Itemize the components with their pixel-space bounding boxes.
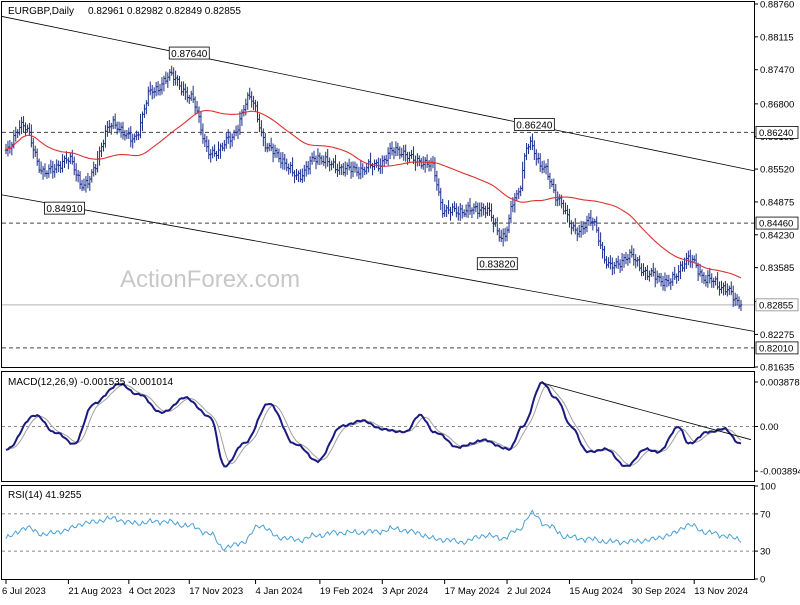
x-tick-label: 15 Aug 2024 [569, 586, 622, 597]
y-tick-label: 70 [760, 509, 771, 520]
swing-label-box [168, 46, 210, 60]
price-bar [739, 299, 743, 311]
x-tick-label: 4 Jan 2024 [256, 586, 303, 597]
y-tick-label: -0.003894 [760, 467, 800, 478]
rsi-line [5, 509, 742, 552]
level-tag-label: 0.86240 [759, 128, 793, 139]
level-tag-label: 0.82855 [759, 300, 793, 311]
swing-label-box [44, 201, 85, 215]
y-tick-label: 0.003878 [760, 378, 800, 389]
y-tick-label: 0.88760 [760, 0, 794, 11]
moving-average-line [5, 109, 742, 279]
level-tag [755, 298, 799, 312]
x-tick-label: 17 May 2024 [445, 586, 500, 597]
rsi-title: RSI(14) 41.9255 [8, 490, 82, 501]
y-tick-label: 100 [760, 482, 776, 493]
y-tick-label: 30 [760, 547, 771, 558]
y-tick-label: 0.83585 [760, 263, 794, 274]
y-tick-label: 0 [760, 575, 765, 586]
macd-layer [2, 381, 754, 468]
y-tick-label: 0.88115 [760, 32, 794, 43]
x-tick-label: 21 Aug 2023 [68, 586, 121, 597]
macd-signal-line [5, 384, 742, 466]
price-chart-title: EURGBP,Daily [8, 6, 74, 17]
level-tag [755, 125, 799, 139]
y-tick-label: 0.86800 [760, 99, 794, 110]
y-tick-label: 0.81635 [760, 363, 794, 374]
level-tag-label: 0.84460 [759, 219, 793, 230]
macd-title: MACD(12,26,9) -0.001535 -0.001014 [8, 377, 174, 388]
price-layer: 0.87640 0.84910 0.86240 0.83820 [1, 16, 755, 349]
macd-line [5, 381, 742, 468]
channel-line-upper [1, 16, 755, 172]
y-tick-label: 0.85520 [760, 165, 794, 176]
macd-trendline [542, 382, 752, 441]
x-tick-label: 2 Jul 2024 [507, 586, 551, 597]
x-tick-label: 19 Feb 2024 [320, 586, 373, 597]
swing-label: 0.83820 [479, 260, 516, 271]
x-tick-label: 6 Jul 2023 [2, 586, 46, 597]
rsi-layer [2, 509, 754, 552]
price-panel-frame [1, 1, 755, 368]
y-tick-label: 0.84230 [760, 230, 794, 241]
x-tick-label: 4 Oct 2023 [129, 586, 175, 597]
x-tick-label: 30 Sep 2024 [632, 586, 686, 597]
swing-label: 0.84910 [46, 204, 83, 215]
x-tick-label: 17 Nov 2023 [189, 586, 243, 597]
swing-label-box [476, 257, 518, 271]
swing-label: 0.87640 [171, 49, 208, 60]
watermark: ActionForex.com [120, 266, 300, 293]
level-tag-label: 0.82010 [759, 343, 793, 354]
y-tick-label: 0.87470 [760, 65, 794, 76]
x-tick-label: 3 Apr 2024 [382, 586, 428, 597]
level-tag [755, 341, 799, 355]
y-tick-label: 0.82275 [760, 330, 794, 341]
x-tick-label: 13 Nov 2024 [694, 586, 748, 597]
swing-label-box [513, 117, 555, 131]
y-tick-label: 0.00 [760, 422, 779, 433]
level-tag [755, 216, 799, 230]
y-tick-label: 0.84875 [760, 197, 794, 208]
channel-line-lower [1, 194, 755, 332]
swing-label: 0.86240 [516, 120, 553, 131]
ohlc-readout: 0.82961 0.82982 0.82849 0.82855 [88, 6, 241, 17]
